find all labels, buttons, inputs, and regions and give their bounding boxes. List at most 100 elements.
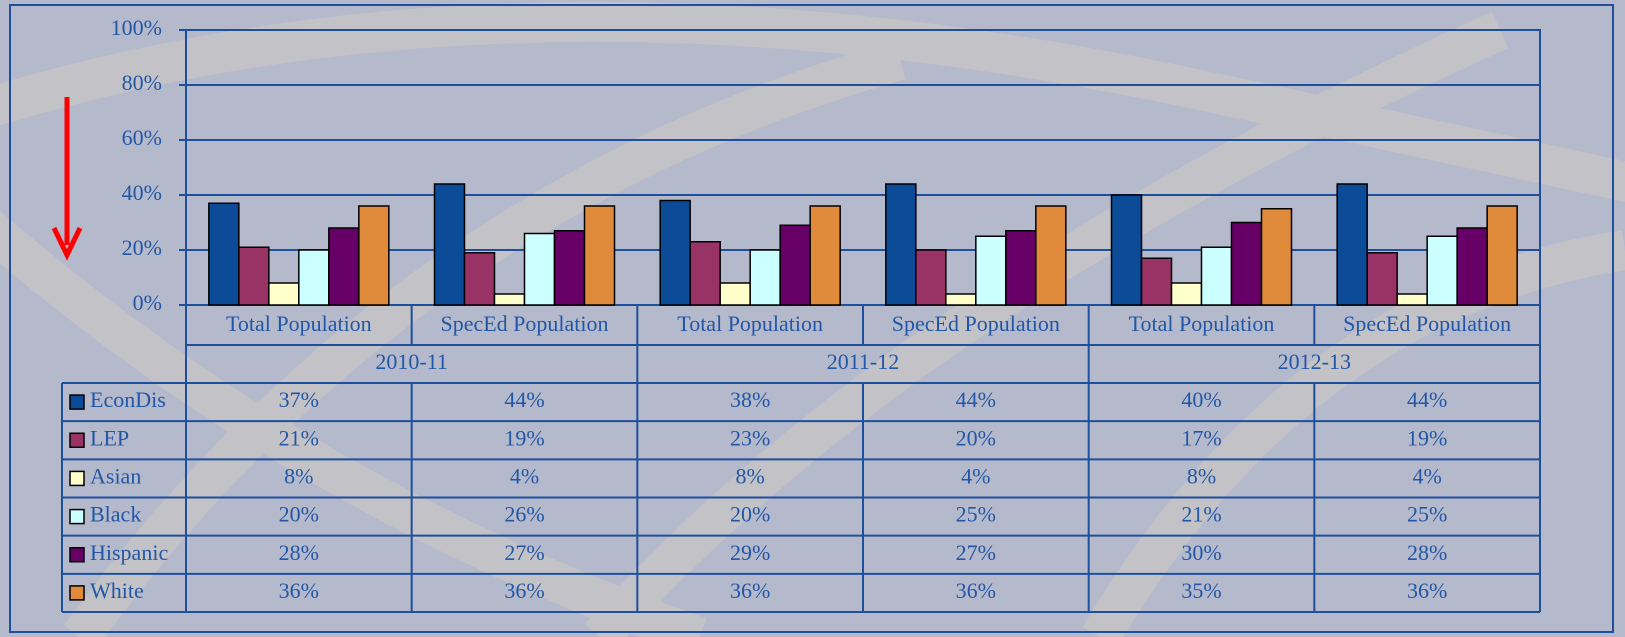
legend-swatch: [69, 508, 85, 525]
table-value: 40%: [1181, 387, 1221, 412]
table-value: 35%: [1181, 578, 1221, 603]
table-value: 25%: [956, 502, 996, 527]
legend-label: Asian: [90, 463, 141, 488]
table-value: 20%: [730, 502, 770, 527]
table-value: 36%: [279, 578, 319, 603]
table-value: 21%: [279, 425, 319, 450]
legend-label: Black: [90, 502, 141, 527]
table-value: 44%: [1407, 387, 1447, 412]
table-value: 29%: [730, 540, 770, 565]
table-value: 8%: [736, 463, 765, 488]
table-value: 36%: [956, 578, 996, 603]
table-value: 4%: [961, 463, 990, 488]
bar: [1140, 257, 1173, 306]
table-value: 19%: [1407, 425, 1447, 450]
bar: [719, 282, 751, 306]
bar: [1486, 205, 1518, 306]
bar: [1366, 252, 1398, 306]
group-label: 2010-11: [375, 349, 448, 374]
bar: [689, 241, 721, 306]
table-value: 17%: [1181, 425, 1221, 450]
table-value: 28%: [279, 540, 319, 565]
y-tick-label: 80%: [122, 70, 162, 95]
bar: [553, 230, 586, 306]
legend-swatch: [69, 432, 85, 448]
y-tick-label: 60%: [122, 125, 162, 150]
table-value: 27%: [504, 540, 544, 565]
table-value: 44%: [956, 387, 996, 412]
bar: [583, 205, 616, 306]
legend-label: Hispanic: [90, 540, 168, 565]
table-value: 30%: [1181, 540, 1221, 565]
bar: [975, 235, 1007, 306]
table-value: 8%: [1187, 463, 1216, 488]
x-tick-label: SpecEd Population: [1343, 311, 1511, 336]
bar: [298, 249, 330, 306]
group-label: 2012-13: [1278, 349, 1351, 374]
x-tick-label: Total Population: [226, 311, 372, 336]
table-value: 28%: [1407, 540, 1447, 565]
bar: [659, 199, 691, 306]
bar: [809, 205, 841, 306]
bar: [1426, 235, 1458, 306]
bar: [945, 293, 977, 306]
bar: [268, 282, 300, 306]
legend-label: LEP: [90, 425, 129, 450]
y-tick-label: 40%: [122, 180, 162, 205]
bar: [493, 293, 526, 306]
bar: [1396, 293, 1428, 306]
bar: [749, 249, 781, 306]
legend-label: White: [90, 578, 144, 603]
table-value: 4%: [1413, 463, 1442, 488]
bar: [779, 224, 811, 306]
bar: [1456, 227, 1488, 306]
table-value: 37%: [279, 387, 319, 412]
table-value: 36%: [1407, 578, 1447, 603]
bar: [523, 232, 556, 306]
table-value: 8%: [284, 463, 313, 488]
bar: [433, 183, 466, 306]
legend-swatch: [69, 547, 85, 563]
table-value: 4%: [510, 463, 539, 488]
x-tick-label: Total Population: [677, 311, 823, 336]
bar: [1260, 208, 1293, 306]
table-value: 20%: [956, 425, 996, 450]
table-value: 21%: [1181, 502, 1221, 527]
bar: [1035, 205, 1067, 306]
bar: [1200, 246, 1233, 306]
y-tick-label: 20%: [122, 235, 162, 260]
bar: [463, 252, 496, 306]
table-value: 25%: [1407, 502, 1447, 527]
bar: [208, 202, 240, 306]
bar: [1170, 282, 1203, 306]
legend-swatch: [69, 585, 85, 601]
legend-label: EconDis: [90, 387, 166, 412]
bar: [1005, 230, 1037, 306]
table-value: 19%: [504, 425, 544, 450]
x-tick-label: Total Population: [1129, 311, 1275, 336]
bar: [1110, 194, 1143, 306]
bar: [885, 183, 917, 306]
outer-border: [9, 4, 1614, 633]
group-label: 2011-12: [827, 349, 900, 374]
table-value: 36%: [730, 578, 770, 603]
bar: [1230, 221, 1263, 306]
bar: [238, 246, 270, 306]
table-value: 23%: [730, 425, 770, 450]
x-tick-label: SpecEd Population: [892, 311, 1060, 336]
table-value: 36%: [504, 578, 544, 603]
legend-swatch: [69, 470, 85, 487]
y-tick-label: 0%: [133, 290, 162, 315]
bar: [358, 205, 390, 306]
legend-swatch: [69, 394, 85, 410]
table-value: 27%: [956, 540, 996, 565]
y-tick-label: 100%: [111, 15, 162, 40]
bar: [1336, 183, 1368, 306]
red-arrow: [51, 97, 83, 261]
bar: [328, 227, 360, 306]
x-tick-label: SpecEd Population: [440, 311, 608, 336]
table-value: 20%: [279, 502, 319, 527]
table-value: 44%: [504, 387, 544, 412]
table-value: 26%: [504, 502, 544, 527]
bar: [915, 249, 947, 306]
